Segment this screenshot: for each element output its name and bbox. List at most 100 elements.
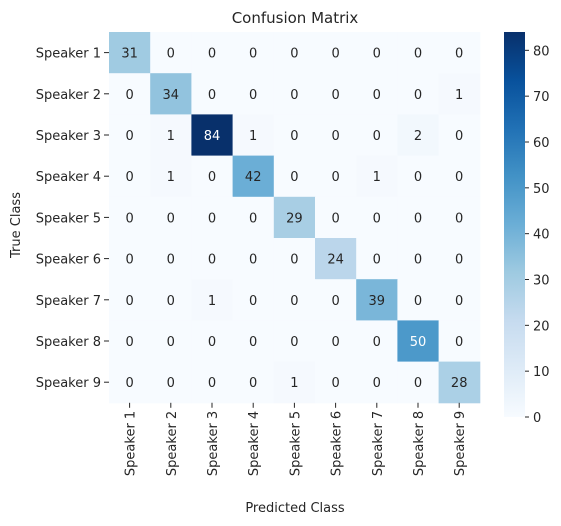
cell-value-label: 0 [331, 211, 339, 226]
heatmap-cell [356, 73, 398, 115]
x-tick-label: Speaker 3 [206, 411, 221, 476]
heatmap-cell [191, 320, 234, 363]
heatmap-cell [315, 320, 357, 363]
cell-value-label: 0 [373, 211, 381, 226]
cell-value-label: 0 [290, 294, 298, 309]
cell-value-label: 0 [455, 294, 463, 309]
colorbar-tick-label: 40 [533, 228, 550, 243]
cell-value-label: 0 [208, 170, 216, 185]
heatmap-cell [438, 155, 481, 198]
heatmap-cell [109, 73, 151, 115]
cell-value-label: 0 [373, 88, 381, 103]
cell-value-label: 0 [125, 129, 133, 144]
cell-value-label: 0 [331, 88, 339, 103]
heatmap-cell [273, 32, 316, 74]
cell-value-label: 0 [414, 253, 422, 268]
heatmap-cell [232, 196, 275, 239]
heatmap-cell [438, 73, 481, 115]
cell-value-label: 31 [121, 47, 138, 62]
heatmap-cell [315, 196, 357, 239]
cell-value-label: 0 [208, 335, 216, 350]
y-tick-label: Speaker 8 [36, 335, 101, 350]
colorbar-tick-label: 20 [533, 319, 550, 334]
heatmap-cell [438, 114, 481, 157]
cell-value-label: 28 [451, 376, 468, 391]
heatmap-cell [191, 238, 234, 280]
cell-value-label: 0 [290, 335, 298, 350]
heatmap-cell [109, 155, 151, 198]
heatmap-cell [356, 155, 398, 198]
heatmap-cell [191, 155, 234, 198]
cell-value-label: 0 [414, 47, 422, 62]
heatmap-cell [150, 114, 192, 157]
heatmap-cell [273, 320, 316, 363]
heatmap-cell [232, 320, 275, 363]
y-tick-label: Speaker 7 [36, 294, 101, 309]
heatmap-cell [356, 279, 398, 321]
x-axis-label: Predicted Class [245, 501, 345, 516]
cell-value-label: 0 [455, 335, 463, 350]
colorbar-tick-label: 70 [533, 90, 550, 105]
chart-title: Confusion Matrix [232, 9, 359, 27]
cell-value-label: 0 [125, 294, 133, 309]
colorbar-tick-label: 10 [533, 365, 550, 380]
heatmap-cell [150, 73, 192, 115]
colorbar [504, 32, 525, 417]
cell-value-label: 0 [373, 129, 381, 144]
cell-value-label: 0 [455, 170, 463, 185]
cell-value-label: 0 [331, 376, 339, 391]
cell-value-label: 0 [290, 129, 298, 144]
cell-value-label: 0 [208, 253, 216, 268]
cell-value-label: 0 [414, 88, 422, 103]
x-tick-label: Speaker 1 [124, 411, 139, 476]
cell-value-label: 0 [167, 253, 175, 268]
cell-value-label: 0 [249, 88, 257, 103]
cell-value-label: 0 [373, 376, 381, 391]
cell-value-label: 0 [167, 294, 175, 309]
heatmap-cell [315, 279, 357, 321]
heatmap-cell [232, 361, 275, 404]
cell-value-label: 0 [414, 211, 422, 226]
cell-value-label: 0 [125, 253, 133, 268]
heatmap-cell [356, 238, 398, 280]
cell-value-label: 0 [290, 88, 298, 103]
heatmap-cell [356, 320, 398, 363]
y-axis-ticks: Speaker 1 Speaker 2 Speaker 3 Speaker 4 Spea… [36, 47, 109, 391]
cell-value-label: 0 [249, 253, 257, 268]
x-tick-label: Speaker 8 [412, 411, 427, 476]
heatmap-cell [109, 320, 151, 363]
x-tick-label: Speaker 4 [247, 411, 262, 476]
heatmap-cell [273, 155, 316, 198]
heatmap-cell [109, 32, 151, 74]
cell-value-label: 0 [290, 47, 298, 62]
cell-value-label: 0 [414, 170, 422, 185]
heatmap-cell [356, 361, 398, 404]
heatmap-cell [150, 320, 192, 363]
heatmap-cell [273, 238, 316, 280]
cell-value-label: 0 [167, 376, 175, 391]
cell-value-label: 0 [208, 47, 216, 62]
x-tick-label: Speaker 2 [165, 411, 180, 476]
cell-value-label: 1 [249, 129, 257, 144]
cell-value-label: 1 [290, 376, 298, 391]
cell-value-label: 0 [125, 88, 133, 103]
cell-value-label: 0 [167, 335, 175, 350]
cell-value-label: 0 [208, 376, 216, 391]
cell-value-label: 0 [414, 294, 422, 309]
heatmap-cell [191, 279, 234, 321]
heatmap-cell [109, 279, 151, 321]
y-tick-label: Speaker 1 [36, 47, 101, 62]
cell-value-label: 2 [414, 129, 422, 144]
heatmap-cell [397, 238, 440, 280]
heatmap-cell [315, 73, 357, 115]
y-tick-label: Speaker 4 [36, 170, 101, 185]
heatmap-cell [232, 238, 275, 280]
heatmap-cell [232, 155, 275, 198]
cell-value-label: 0 [125, 335, 133, 350]
heatmap-cell [397, 114, 440, 157]
heatmap-cell [232, 32, 275, 74]
heatmap-cell [273, 114, 316, 157]
cell-value-label: 0 [331, 335, 339, 350]
heatmap-cell [191, 73, 234, 115]
x-tick-label: Speaker 7 [371, 411, 386, 476]
